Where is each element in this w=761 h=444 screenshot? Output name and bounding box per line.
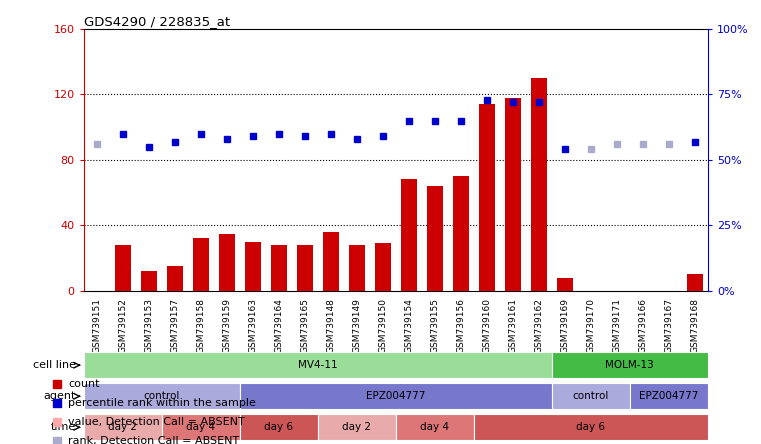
Bar bbox=[240, 383, 552, 409]
Text: EPZ004777: EPZ004777 bbox=[366, 391, 425, 401]
Text: percentile rank within the sample: percentile rank within the sample bbox=[68, 398, 256, 408]
Bar bbox=[453, 176, 469, 291]
Bar bbox=[84, 414, 161, 440]
Text: rank, Detection Call = ABSENT: rank, Detection Call = ABSENT bbox=[68, 436, 240, 444]
Bar bbox=[271, 245, 286, 291]
Bar bbox=[161, 414, 240, 440]
Text: day 4: day 4 bbox=[420, 422, 449, 432]
Bar bbox=[473, 414, 708, 440]
Text: agent: agent bbox=[43, 391, 76, 401]
Bar bbox=[141, 271, 157, 291]
Text: day 6: day 6 bbox=[576, 422, 605, 432]
Bar bbox=[84, 352, 552, 378]
Bar bbox=[240, 414, 318, 440]
Bar bbox=[479, 104, 495, 291]
Bar bbox=[219, 234, 234, 291]
Bar bbox=[193, 238, 209, 291]
Bar bbox=[167, 266, 183, 291]
Text: EPZ004777: EPZ004777 bbox=[639, 391, 699, 401]
Bar bbox=[245, 242, 260, 291]
Bar bbox=[84, 383, 240, 409]
Text: control: control bbox=[144, 391, 180, 401]
Text: day 2: day 2 bbox=[108, 422, 137, 432]
Text: day 4: day 4 bbox=[186, 422, 215, 432]
Text: day 6: day 6 bbox=[264, 422, 293, 432]
Bar bbox=[687, 274, 702, 291]
Text: count: count bbox=[68, 379, 100, 389]
Text: control: control bbox=[572, 391, 609, 401]
Bar bbox=[297, 245, 313, 291]
Bar bbox=[115, 245, 131, 291]
Bar bbox=[531, 78, 546, 291]
Text: GDS4290 / 228835_at: GDS4290 / 228835_at bbox=[84, 15, 230, 28]
Bar bbox=[318, 414, 396, 440]
Bar bbox=[401, 179, 416, 291]
Bar bbox=[323, 232, 339, 291]
Text: MV4-11: MV4-11 bbox=[298, 360, 338, 370]
Bar bbox=[396, 414, 473, 440]
Bar bbox=[557, 278, 572, 291]
Bar bbox=[505, 98, 521, 291]
Text: day 2: day 2 bbox=[342, 422, 371, 432]
Bar bbox=[552, 352, 708, 378]
Bar bbox=[375, 243, 390, 291]
Text: MOLM-13: MOLM-13 bbox=[605, 360, 654, 370]
Text: value, Detection Call = ABSENT: value, Detection Call = ABSENT bbox=[68, 417, 245, 427]
Bar bbox=[427, 186, 442, 291]
Text: time: time bbox=[51, 422, 76, 432]
Bar bbox=[630, 383, 708, 409]
Bar bbox=[552, 383, 630, 409]
Bar bbox=[349, 245, 365, 291]
Text: cell line: cell line bbox=[33, 360, 76, 370]
